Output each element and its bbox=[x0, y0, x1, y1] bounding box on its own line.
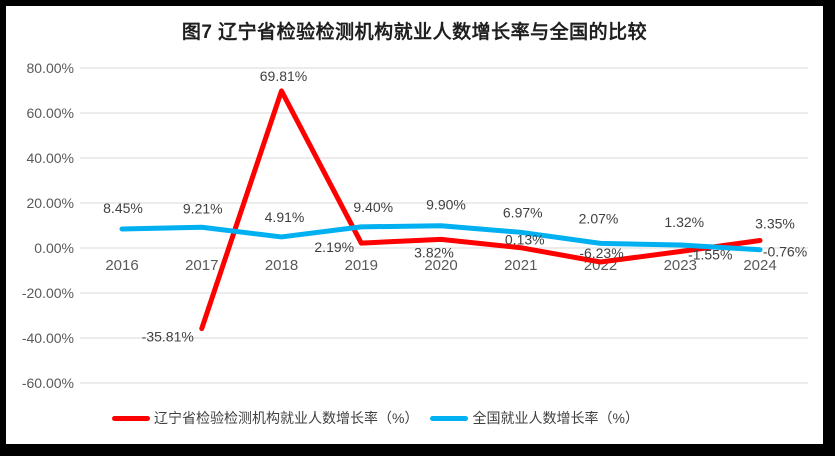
x-tick-label: 2018 bbox=[265, 257, 298, 274]
line-chart: 80.00% 60.00% 40.00% 20.00% 0.00% -20.00% -40.… bbox=[22, 60, 808, 391]
data-label: 3.82% bbox=[414, 244, 454, 260]
data-label: -6.23% bbox=[579, 245, 623, 261]
x-tick-label: 2024 bbox=[743, 257, 776, 274]
data-label: 9.21% bbox=[183, 200, 223, 216]
legend-item-national: 全国就业人数增长率（%） bbox=[430, 408, 639, 428]
legend-label-liaoning: 辽宁省检验检测机构就业人数增长率（%） bbox=[154, 410, 419, 426]
y-tick-label: -40.00% bbox=[22, 330, 74, 346]
data-label: 0.13% bbox=[505, 232, 545, 248]
y-tick-label: 0.00% bbox=[34, 240, 74, 256]
series-line-0 bbox=[199, 88, 763, 332]
data-label: 4.91% bbox=[265, 209, 305, 225]
x-tick-label: 2020 bbox=[424, 257, 457, 274]
y-tick-label: -20.00% bbox=[22, 285, 74, 301]
y-tick-label: 40.00% bbox=[27, 150, 74, 166]
chart-title: 图7 辽宁省检验检测机构就业人数增长率与全国的比较 bbox=[181, 22, 648, 43]
data-label: -0.76% bbox=[763, 244, 807, 260]
y-tick-label: 60.00% bbox=[27, 105, 74, 121]
y-tick-label: 80.00% bbox=[27, 60, 74, 76]
x-tick-label: 2023 bbox=[664, 257, 697, 274]
y-tick-label: -60.00% bbox=[22, 375, 74, 391]
data-label: 3.35% bbox=[755, 215, 795, 231]
y-tick-label: 20.00% bbox=[27, 195, 74, 211]
data-label: 9.40% bbox=[353, 199, 393, 215]
x-tick-label: 2016 bbox=[105, 257, 138, 274]
chart-legend: 辽宁省检验检测机构就业人数增长率（%） 全国就业人数增长率（%） bbox=[112, 408, 639, 428]
x-tick-label: 2017 bbox=[185, 257, 218, 274]
data-label: 1.32% bbox=[664, 214, 704, 230]
data-label: 6.97% bbox=[503, 204, 543, 220]
x-tick-label: 2019 bbox=[345, 257, 378, 274]
data-label: 2.07% bbox=[579, 210, 619, 226]
data-label: 9.90% bbox=[426, 197, 466, 213]
legend-item-liaoning: 辽宁省检验检测机构就业人数增长率（%） bbox=[112, 408, 418, 428]
data-label: -1.55% bbox=[688, 246, 732, 262]
legend-swatch-red-line bbox=[112, 415, 150, 421]
legend-label-national: 全国就业人数增长率（%） bbox=[472, 410, 639, 426]
data-label: 2.19% bbox=[314, 239, 354, 255]
chart-frame: 图7 辽宁省检验检测机构就业人数增长率与全国的比较 80.00% 60.00% 40… bbox=[6, 6, 823, 444]
data-label: -35.81% bbox=[142, 329, 194, 345]
legend-swatch-blue-line bbox=[430, 415, 469, 421]
series-line-1 bbox=[119, 223, 763, 253]
data-label: 8.45% bbox=[103, 200, 143, 216]
x-tick-label: 2021 bbox=[504, 257, 537, 274]
data-label: 69.81% bbox=[260, 68, 307, 84]
